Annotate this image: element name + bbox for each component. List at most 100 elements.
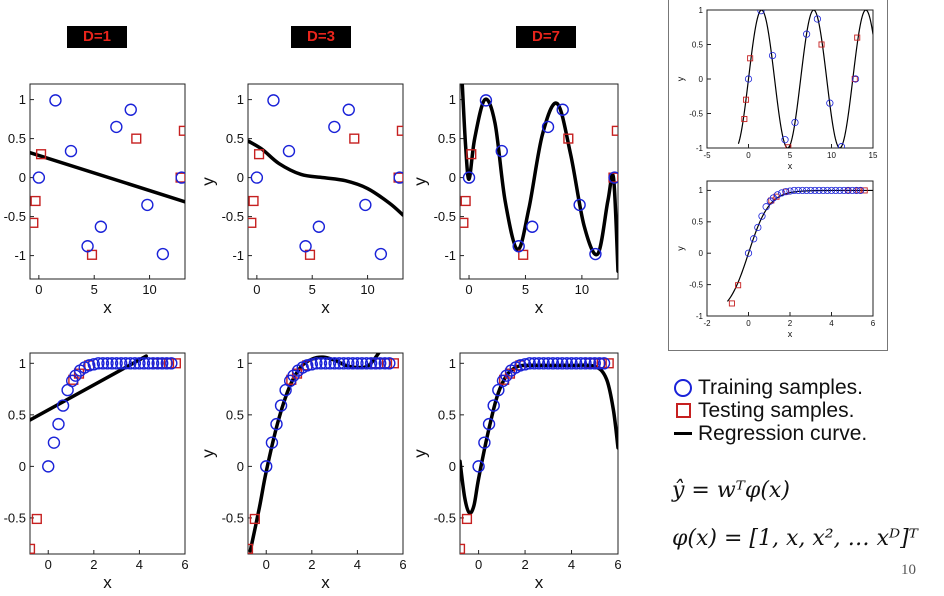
train-point <box>744 75 753 83</box>
train-point <box>314 357 328 370</box>
y-tick-label: 0 <box>699 75 704 84</box>
x-tick-label: 5 <box>91 282 98 297</box>
train-point <box>56 399 70 412</box>
train-point <box>786 187 794 195</box>
chart-tanh-D7: 0 2 4 6 -0.5 0 0.5 1 x y <box>410 352 622 592</box>
axes-frame <box>29 83 186 280</box>
y-tick-label: -0.5 <box>689 280 703 289</box>
y-tick-label: 0.5 <box>438 131 456 146</box>
x-axis-label: x <box>788 329 793 339</box>
test-point <box>461 513 473 525</box>
train-point <box>156 247 170 261</box>
train-point <box>593 357 606 370</box>
train-point <box>360 357 373 370</box>
train-point <box>383 357 396 370</box>
test-point <box>170 358 181 369</box>
train-point <box>105 357 119 370</box>
x-tick-label: 0 <box>475 557 482 572</box>
train-point <box>583 357 597 370</box>
train-point <box>359 198 372 212</box>
basis-equation: φ(x) = [1, x, x², … xᴰ]ᵀ <box>672 526 918 551</box>
train-point <box>282 144 296 158</box>
line-marker-icon <box>674 432 692 435</box>
y-tick-label: 1 <box>449 92 456 107</box>
plot-area <box>460 357 618 554</box>
train-point <box>165 357 178 370</box>
train-point <box>778 189 786 197</box>
train-point <box>811 186 819 195</box>
train-point <box>532 357 546 370</box>
plot-area <box>30 94 185 261</box>
x-tick-label: 6 <box>181 557 188 572</box>
x-tick-label: 6 <box>399 557 406 572</box>
train-point <box>472 460 485 473</box>
axes-frame <box>247 83 404 280</box>
x-tick-label: -5 <box>703 151 711 160</box>
y-tick-label: 0 <box>449 170 456 185</box>
train-point <box>110 357 123 370</box>
train-point <box>305 358 319 371</box>
regression-curve <box>737 10 873 148</box>
circle-marker-icon <box>674 378 692 397</box>
y-axis-label: y <box>410 449 429 458</box>
y-tick-label: 1 <box>699 186 704 195</box>
train-point <box>565 357 578 370</box>
legend-curve-label: Regression curve. <box>698 421 868 445</box>
test-point <box>30 543 36 554</box>
legend: Training samples. Testing samples. Regre… <box>668 376 938 445</box>
train-point <box>137 357 151 370</box>
train-point <box>826 99 834 107</box>
train-point <box>124 103 137 116</box>
y-tick-label: 0.5 <box>8 407 26 422</box>
train-point <box>42 460 55 473</box>
x-tick-label: 4 <box>568 557 575 572</box>
test-point <box>818 41 825 48</box>
y-tick-label: -1 <box>696 144 704 153</box>
square-marker-icon <box>675 403 691 418</box>
y-tick-label: 0.5 <box>226 131 244 146</box>
regression-curve <box>30 150 185 204</box>
y-tick-label: 0 <box>449 459 456 474</box>
train-point <box>495 144 508 158</box>
train-point <box>542 357 555 370</box>
y-tick-label: 0.5 <box>692 218 704 227</box>
x-axis-label: x <box>788 161 793 171</box>
train-point <box>346 357 360 370</box>
train-point <box>364 357 378 370</box>
train-point <box>782 188 790 196</box>
train-point <box>83 359 96 372</box>
x-tick-label: 0 <box>263 557 270 572</box>
train-point <box>87 358 101 371</box>
test-point <box>563 133 574 144</box>
train-point <box>844 186 852 195</box>
y-tick-label: -0.5 <box>4 510 26 525</box>
model-equation: ŷ = wᵀφ(x) <box>672 478 790 503</box>
train-point <box>758 212 766 220</box>
train-point <box>128 357 142 370</box>
y-tick-label: -1 <box>696 312 704 321</box>
x-tick-label: 10 <box>360 282 374 297</box>
train-point <box>52 417 65 431</box>
train-point <box>837 143 846 148</box>
test-point <box>248 217 257 228</box>
train-point <box>579 357 592 370</box>
y-tick-label: 0.5 <box>692 40 704 49</box>
train-point <box>546 357 560 370</box>
train-point <box>541 120 555 134</box>
x-tick-label: 10 <box>827 151 836 160</box>
train-point <box>479 94 493 107</box>
train-point <box>512 240 525 253</box>
test-point <box>30 217 39 228</box>
x-axis-label: x <box>321 573 330 592</box>
train-point <box>744 249 753 257</box>
y-axis-label: y <box>410 177 429 186</box>
axes-frame <box>459 352 619 555</box>
train-point <box>355 357 369 370</box>
degree-label-d7: D=7 <box>516 26 576 48</box>
test-point <box>743 96 750 103</box>
x-tick-label: 0 <box>253 282 260 297</box>
train-point <box>574 357 588 370</box>
train-point <box>528 357 541 370</box>
train-point <box>151 357 164 370</box>
train-point <box>124 357 137 370</box>
